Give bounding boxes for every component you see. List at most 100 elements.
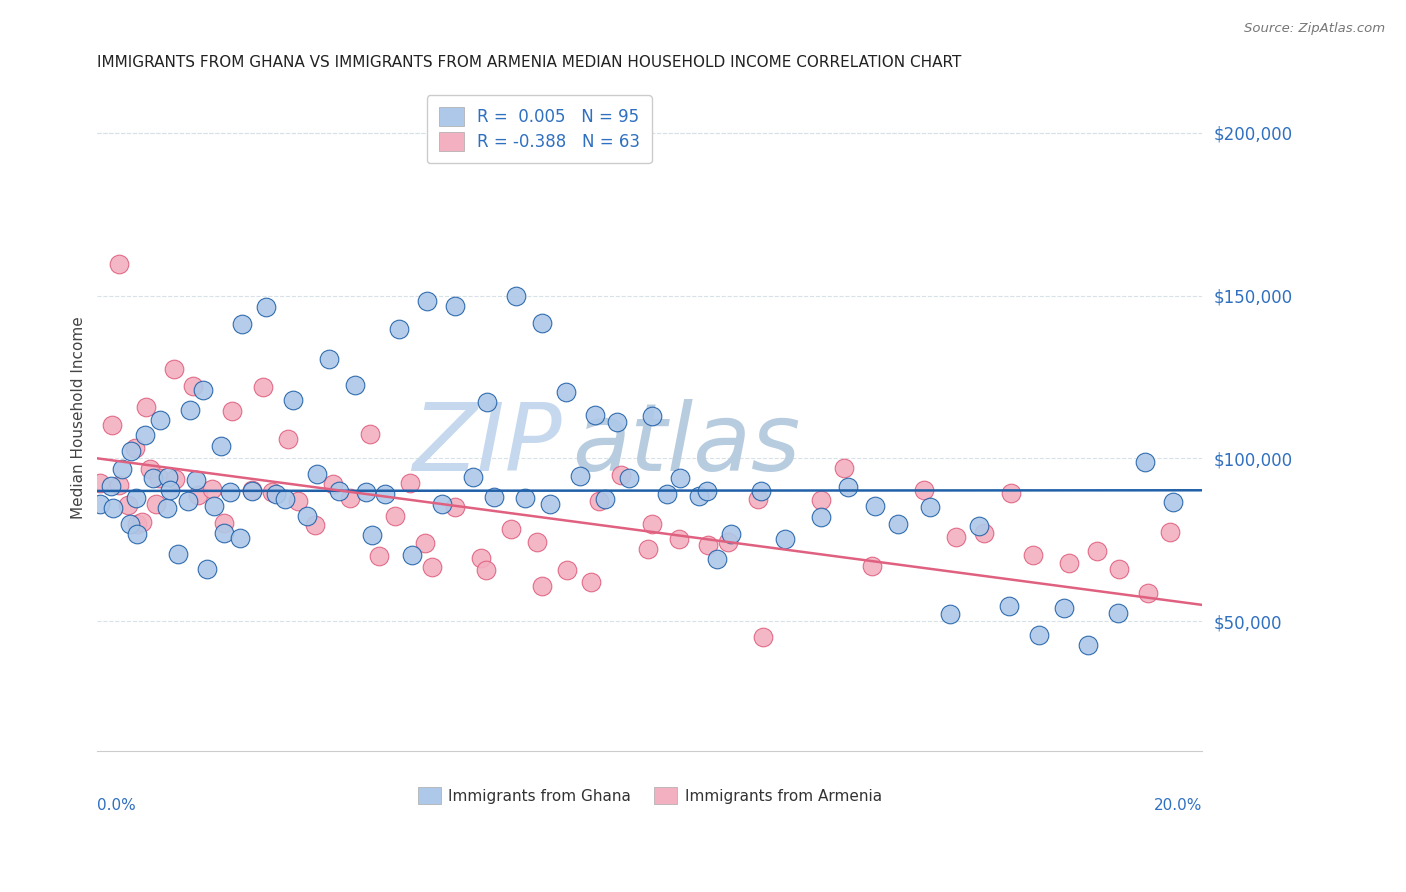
Legend: Immigrants from Ghana, Immigrants from Armenia: Immigrants from Ghana, Immigrants from A… [412,780,889,811]
Point [135,400,157,414]
Text: 0.0%: 0.0% [97,798,136,814]
Point [505,289,527,303]
Point [461,470,484,484]
Point [127,516,149,531]
Point [967,519,990,533]
Point [274,491,297,506]
Point [1059,556,1081,570]
Point [832,460,855,475]
Text: Source: ZipAtlas.com: Source: ZipAtlas.com [1244,22,1385,36]
Point [482,490,505,504]
Point [179,403,201,417]
Point [101,417,124,432]
Point [120,517,142,532]
Point [588,493,610,508]
Point [281,393,304,408]
Point [167,547,190,561]
Point [240,484,263,499]
Point [530,316,553,330]
Point [125,491,148,506]
Point [475,395,498,409]
Point [195,562,218,576]
Point [416,293,439,308]
Point [887,516,910,531]
Point [513,491,536,505]
Point [145,497,167,511]
Point [229,531,252,545]
Point [752,630,775,644]
Point [640,517,662,532]
Point [359,427,381,442]
Point [212,516,235,531]
Point [399,476,422,491]
Point [322,476,344,491]
Point [751,484,773,499]
Point [100,479,122,493]
Text: ZIP: ZIP [412,399,561,490]
Point [401,548,423,562]
Point [863,499,886,513]
Point [125,527,148,541]
Point [177,494,200,508]
Point [1133,455,1156,469]
Point [163,472,186,486]
Point [354,484,377,499]
Point [287,494,309,508]
Point [668,532,690,546]
Point [773,532,796,546]
Point [295,508,318,523]
Point [997,599,1019,614]
Point [388,322,411,336]
Point [1000,486,1022,500]
Point [187,488,209,502]
Point [159,483,181,497]
Point [134,427,156,442]
Point [262,485,284,500]
Point [568,469,591,483]
Point [1159,524,1181,539]
Point [531,579,554,593]
Point [606,415,628,429]
Point [219,485,242,500]
Point [120,444,142,458]
Point [368,549,391,563]
Point [555,385,578,400]
Point [328,483,350,498]
Point [304,518,326,533]
Point [186,473,208,487]
Point [706,551,728,566]
Point [1161,495,1184,509]
Point [444,299,467,313]
Point [641,409,664,423]
Point [231,317,253,331]
Point [89,475,111,490]
Point [1085,544,1108,558]
Point [181,379,204,393]
Point [860,558,883,573]
Point [89,497,111,511]
Point [1028,628,1050,642]
Point [360,528,382,542]
Point [221,404,243,418]
Point [318,351,340,366]
Point [254,300,277,314]
Point [444,500,467,514]
Text: 20.0%: 20.0% [1154,798,1202,814]
Point [655,487,678,501]
Point [1021,548,1043,562]
Point [470,550,492,565]
Point [124,441,146,455]
Point [810,492,832,507]
Point [264,487,287,501]
Point [212,525,235,540]
Point [156,501,179,516]
Point [211,439,233,453]
Point [156,470,179,484]
Point [252,379,274,393]
Point [583,409,606,423]
Point [117,498,139,512]
Point [717,535,740,549]
Point [720,527,742,541]
Point [579,574,602,589]
Point [108,478,131,492]
